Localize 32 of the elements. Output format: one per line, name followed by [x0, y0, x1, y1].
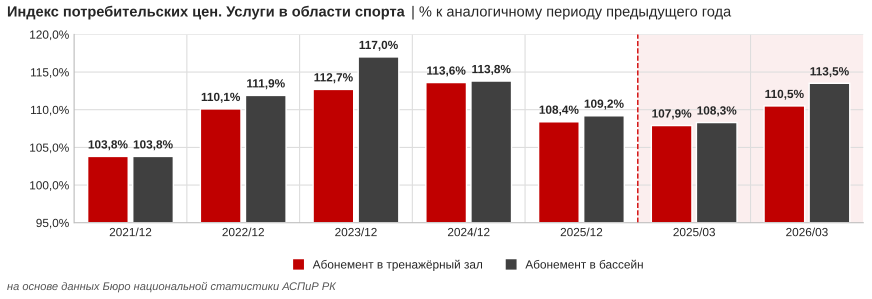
y-tick-label: 120,0% — [30, 30, 69, 40]
data-label: 103,8% — [134, 140, 173, 150]
y-tick-label: 105,0% — [30, 143, 69, 154]
data-label: 108,3% — [697, 106, 736, 116]
data-label: 109,2% — [584, 100, 624, 110]
y-tick-label: 100,0% — [30, 181, 69, 191]
x-tick-label: 2021/12 — [110, 228, 152, 236]
x-tick-label: 2024/12 — [448, 228, 490, 236]
data-label: 110,5% — [765, 90, 804, 100]
data-label: 108,4% — [540, 106, 579, 116]
legend-label: Абонемент в тренажёрный зал — [312, 260, 482, 271]
data-label: 103,8% — [88, 140, 128, 150]
x-tick-label: 2025/12 — [560, 228, 602, 236]
data-label: 112,7% — [314, 73, 353, 84]
data-label: 111,9% — [247, 79, 285, 90]
chart-title: Индекс потребительских цен. Услуги в области спорта — [8, 6, 405, 20]
data-label: 113,8% — [472, 64, 511, 75]
chart-subtitle: | % к аналогичному периоду предыдущего года — [412, 6, 732, 20]
legend-label: Абонемент в бассейн — [525, 260, 643, 269]
text: на основе данных Бюро национальной статистики АСПиР РК — [7, 282, 336, 292]
data-label: 117,0% — [360, 40, 398, 51]
x-tick-label: 2023/12 — [335, 228, 377, 236]
y-tick-label: 95,0% — [36, 218, 69, 229]
x-tick-label: 2022/12 — [222, 228, 264, 236]
y-tick-label: 110,0% — [30, 106, 69, 116]
data-label: 113,6% — [427, 66, 466, 76]
data-label: 107,9% — [652, 109, 692, 120]
x-tick-label: 2026/03 — [786, 228, 828, 236]
data-label: 110,1% — [202, 92, 240, 103]
data-label: 113,5% — [810, 67, 849, 78]
y-tick-label: 115,0% — [30, 68, 69, 78]
x-tick-label: 2025/03 — [673, 228, 715, 236]
